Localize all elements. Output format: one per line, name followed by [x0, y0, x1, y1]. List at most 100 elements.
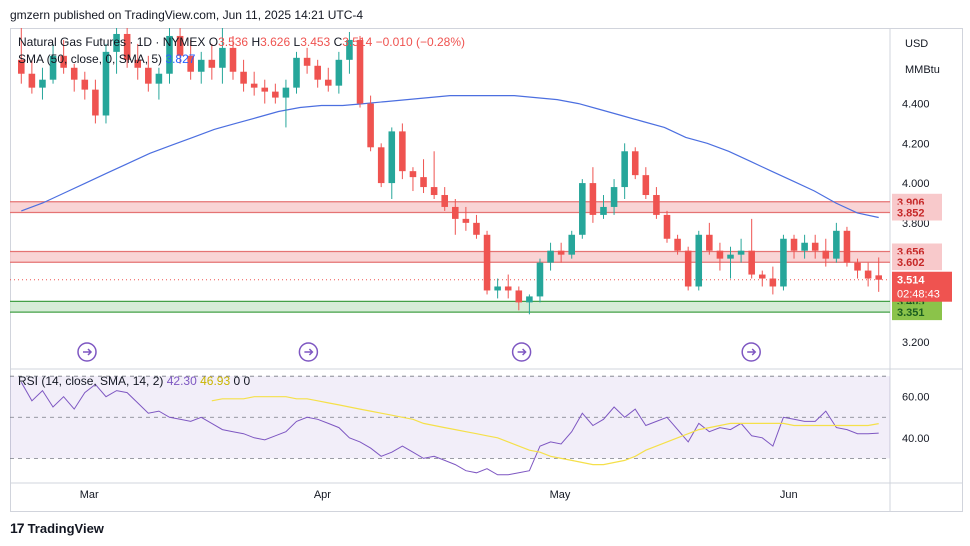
level-label-1-bg	[892, 204, 942, 221]
candle-body-49	[536, 262, 544, 297]
candle-body-20	[229, 47, 237, 72]
event-marker-icon-3[interactable]	[741, 342, 761, 362]
candle-body-52	[568, 234, 576, 255]
candle-body-61	[663, 214, 671, 239]
event-marker-icon-2[interactable]	[511, 342, 532, 362]
rsi-tick-0: 40.00	[902, 433, 930, 445]
high-label: H	[251, 35, 261, 49]
candle-body-0	[18, 59, 25, 74]
candle-body-75	[811, 242, 819, 251]
candle-body-34	[377, 147, 385, 184]
chart-svg[interactable]: 3.2003.4003.6003.8004.0004.2004.4003.906…	[10, 28, 963, 512]
candle-body-42	[462, 218, 470, 223]
time-tick-1: Apr	[314, 489, 331, 501]
candle-body-44	[483, 234, 491, 291]
candle-body-11	[134, 59, 142, 68]
candle-body-7	[92, 89, 99, 116]
price-tick-5: 4.200	[902, 138, 930, 150]
candle-body-16	[187, 55, 194, 72]
candle-body-50	[547, 250, 554, 263]
candle-body-22	[250, 83, 258, 88]
candle-body-54	[589, 183, 597, 215]
unit-label[interactable]: MMBtu	[905, 64, 940, 76]
event-marker-icon-0[interactable]	[77, 342, 97, 362]
candle-body-12	[145, 67, 152, 84]
candle-body-38	[420, 177, 427, 188]
candle-body-15	[176, 35, 184, 56]
candle-body-57	[621, 151, 628, 188]
candle-body-51	[557, 250, 565, 255]
candle-body-64	[695, 234, 703, 287]
close-label: C	[333, 35, 343, 49]
candle-body-68	[737, 250, 745, 255]
candle-body-5	[70, 67, 78, 80]
candle-body-65	[706, 234, 713, 251]
rsi-legend[interactable]: RSI (14, close, SMA, 14, 2) 42.30 46.93 …	[18, 374, 250, 388]
candle-body-60	[653, 195, 660, 215]
open-value: 3.536	[218, 35, 249, 49]
candle-body-53	[579, 183, 586, 235]
rsi-label[interactable]: RSI (14, close, SMA, 14, 2)	[18, 374, 164, 388]
candle-body-47	[515, 290, 523, 303]
candle-body-55	[600, 206, 607, 215]
tradingview-footer[interactable]: 17 TradingView	[10, 520, 104, 536]
candle-body-41	[452, 206, 459, 219]
candle-body-21	[240, 71, 247, 84]
candle-body-80	[864, 270, 872, 279]
candle-body-2	[39, 79, 46, 88]
tradingview-logo-icon: 17	[10, 520, 25, 536]
candle-body-39	[430, 187, 438, 196]
candle-body-10	[123, 33, 131, 60]
candle-body-70	[758, 274, 766, 279]
sma-label[interactable]: SMA (50, close, 0, SMA, 5)	[18, 52, 163, 66]
candle-body-32	[356, 39, 364, 104]
candle-body-14	[166, 35, 173, 74]
candle-body-59	[642, 175, 650, 196]
candle-body-77	[833, 230, 840, 259]
candle-body-40	[441, 195, 448, 207]
rsi-tick-1: 60.00	[902, 392, 930, 404]
main-legend[interactable]: Natural Gas Futures · 1D · NYMEX O3.536 …	[18, 35, 465, 49]
candle-body-45	[494, 286, 501, 291]
level-label-3: 3.602	[897, 257, 925, 269]
symbol-title[interactable]: Natural Gas Futures · 1D · NYMEX	[18, 35, 206, 49]
candle-body-78	[843, 230, 851, 263]
time-tick-2: May	[550, 489, 571, 501]
candle-body-30	[335, 59, 343, 86]
candle-body-31	[346, 39, 353, 60]
candle-body-69	[748, 250, 755, 275]
candle-body-37	[409, 171, 417, 178]
candle-body-17	[197, 59, 205, 72]
last-price-label: 3.514	[897, 275, 925, 287]
time-tick-0: Mar	[80, 489, 99, 501]
rsi-sma-value: 46.93	[200, 374, 231, 388]
candle-body-79	[854, 262, 861, 271]
change-value: −0.010 (−0.28%)	[375, 35, 466, 49]
candle-body-8	[102, 51, 110, 116]
candle-body-76	[822, 250, 830, 259]
high-value: 3.626	[260, 35, 291, 49]
candle-body-1	[28, 73, 36, 88]
event-marker-arrow-1	[304, 348, 314, 356]
level-zone-2	[10, 301, 890, 313]
low-label: L	[293, 35, 301, 49]
event-marker-icon-1[interactable]	[298, 342, 319, 362]
sma-legend[interactable]: SMA (50, close, 0, SMA, 5) 3.827	[18, 52, 195, 66]
rsi-sma-line	[211, 396, 879, 466]
candle-body-71	[769, 278, 777, 287]
currency-label[interactable]: USD	[905, 38, 929, 50]
candle-body-6	[81, 79, 89, 90]
candle-body-58	[631, 151, 639, 176]
candle-body-73	[790, 238, 798, 251]
rsi-zero-2: 0	[243, 374, 251, 388]
close-value: 3.514	[342, 35, 373, 49]
price-tick-3: 3.800	[902, 218, 930, 230]
price-tick-4: 4.000	[902, 178, 930, 190]
event-marker-arrow-3	[747, 348, 757, 356]
low-value: 3.453	[300, 35, 331, 49]
chart-frame	[10, 28, 963, 512]
candle-body-23	[261, 87, 269, 92]
candle-body-35	[388, 131, 396, 184]
candle-body-43	[473, 222, 480, 235]
countdown-label: 02:48:43	[897, 289, 940, 301]
